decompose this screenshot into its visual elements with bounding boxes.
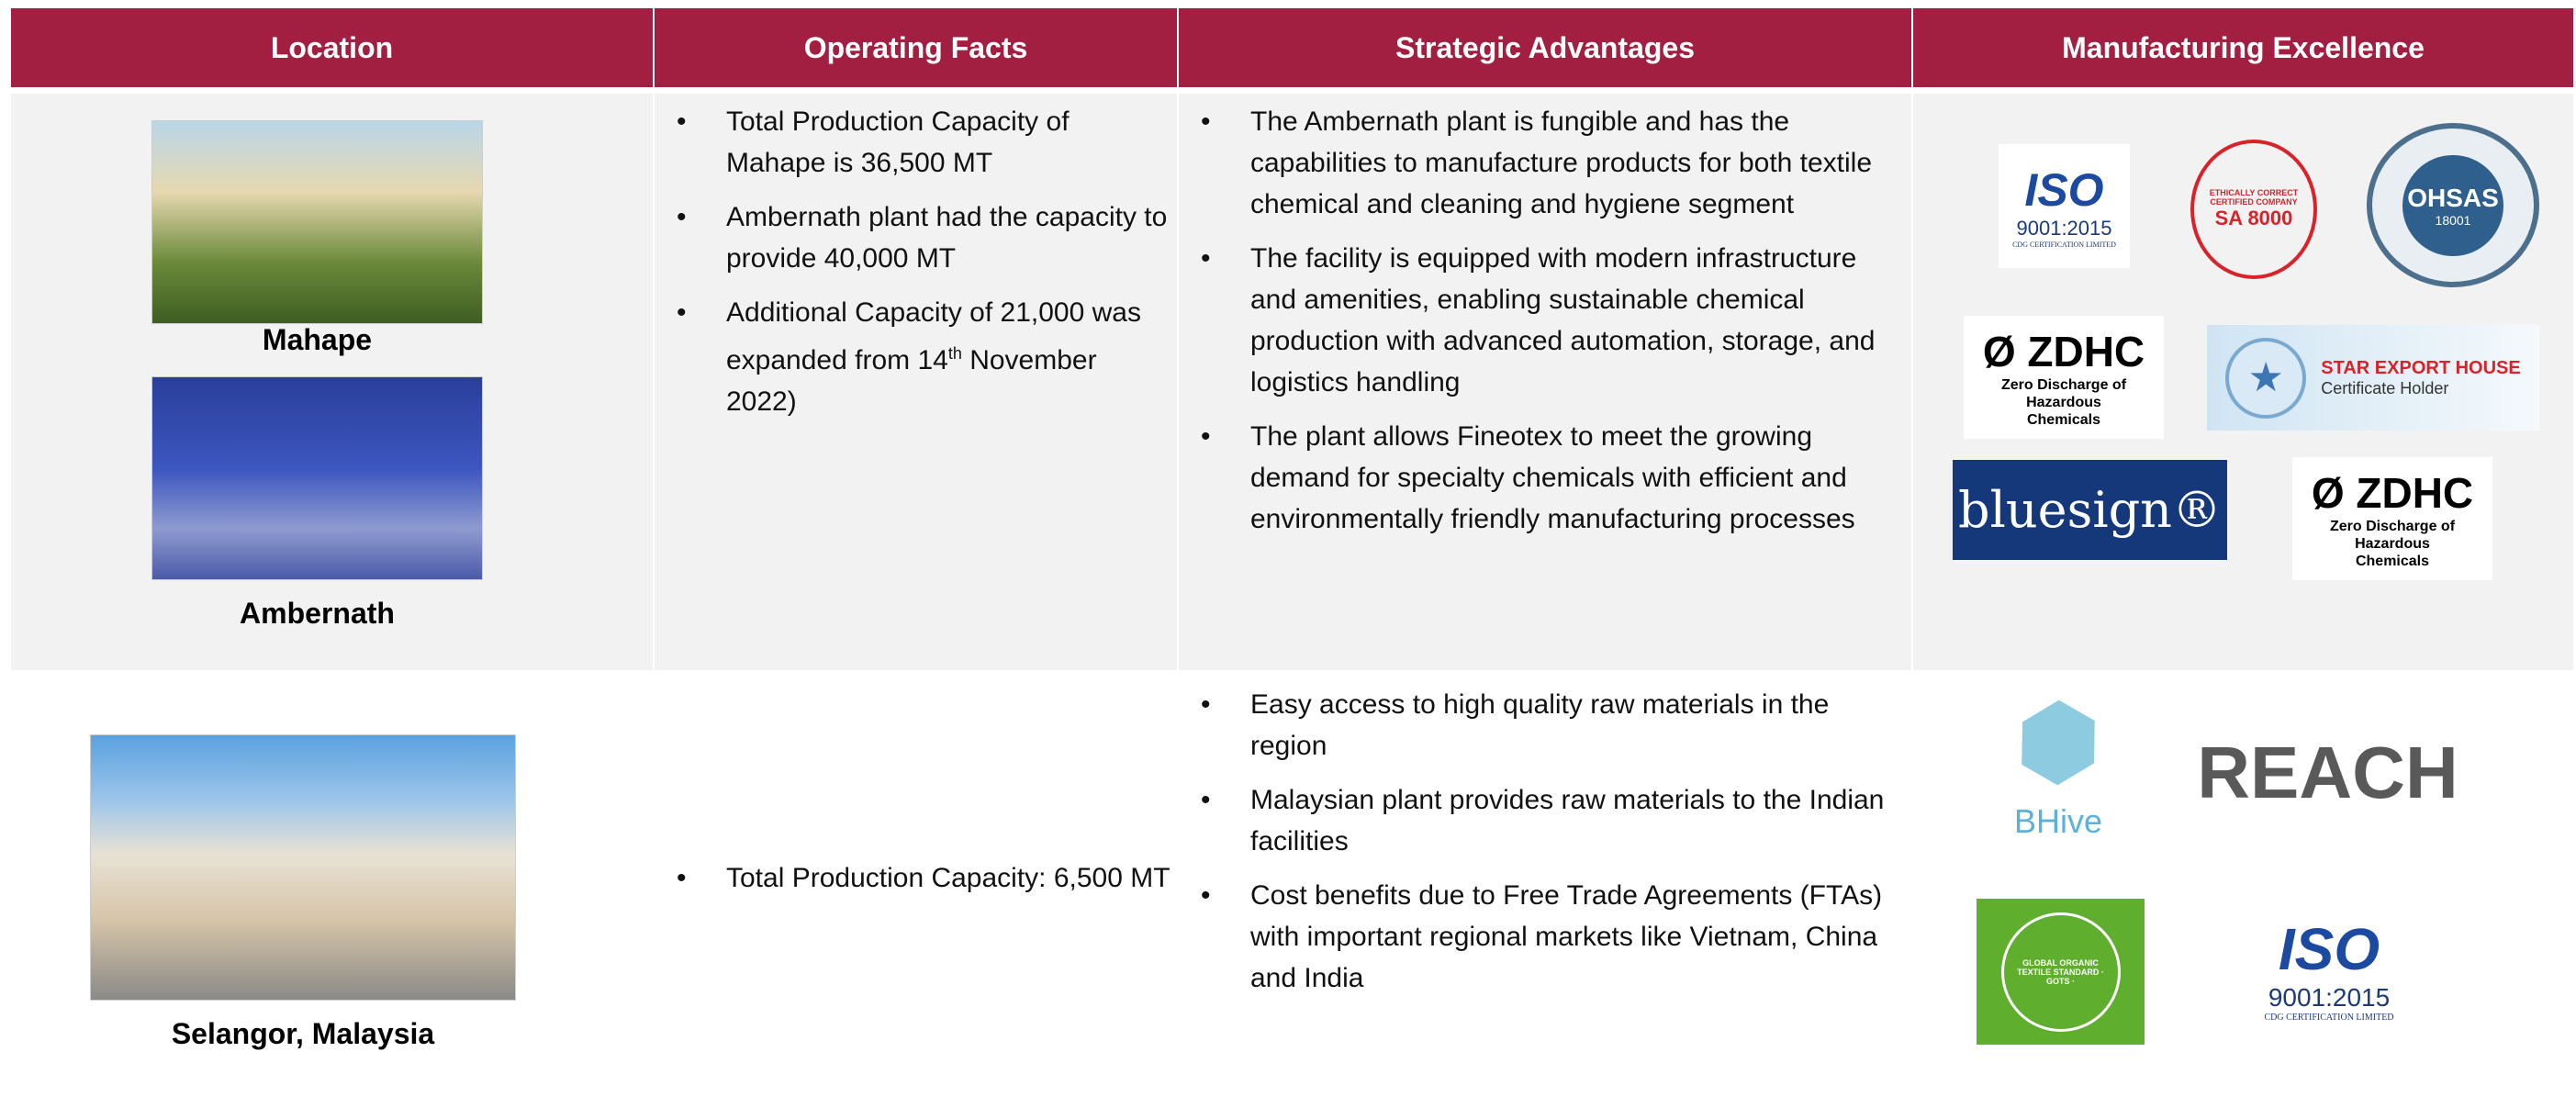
bluesign-logo: bluesign®: [1953, 460, 2227, 560]
logo-text: BHive: [2013, 801, 2103, 840]
header-cell: Operating Facts: [655, 8, 1177, 87]
gots-logo: GLOBAL ORGANIC TEXTILE STANDARD · GOTS ·: [1977, 899, 2145, 1045]
bullet-text: Additional Capacity of 21,000 was expand…: [726, 297, 1141, 375]
header-cell: Manufacturing Excellence: [1913, 8, 2573, 87]
bullet: Ambernath plant had the capacity to prov…: [677, 196, 1172, 279]
logo-text: CDG CERTIFICATION LIMITED: [2264, 1012, 2394, 1023]
logo-text: OHSAS: [2407, 183, 2499, 212]
star-export-logo: ★ STAR EXPORT HOUSE Certificate Holder: [2207, 325, 2539, 431]
ohsas-logo: OHSAS 18001: [2367, 123, 2539, 287]
bullet-list: Total Production Capacity of Mahape is 3…: [677, 101, 1172, 435]
bullet: Additional Capacity of 21,000 was expand…: [677, 292, 1172, 422]
logo-text: 9001:2015: [2268, 982, 2391, 1012]
logo-badge: OHSAS 18001: [2402, 154, 2503, 256]
logo-text: Certificate Holder: [2321, 378, 2449, 397]
photo: [90, 734, 516, 1001]
logo-text: Zero Discharge of Hazardous Chemicals: [2000, 376, 2127, 428]
superscript: th: [947, 344, 962, 363]
logo-badge: ★: [2225, 337, 2307, 419]
bullet: The Ambernath plant is fungible and has …: [1201, 101, 1908, 225]
bullet: Cost benefits due to Free Trade Agreemen…: [1201, 875, 1908, 999]
logo-text: Ø ZDHC: [2311, 468, 2474, 517]
bhive-logo: BHive: [1997, 690, 2120, 851]
iso-logo: ISO 9001:2015 CDG CERTIFICATION LIMITED: [2243, 890, 2415, 1046]
zdhc-logo: Ø ZDHC Zero Discharge of Hazardous Chemi…: [2292, 457, 2492, 580]
header-cell: Strategic Advantages: [1179, 8, 1911, 87]
logo-text: 9001:2015: [2016, 217, 2112, 240]
bullet: Total Production Capacity of Mahape is 3…: [677, 101, 1172, 184]
logo-text: ETHICALLY CORRECT CERTIFIED COMPANY: [2209, 188, 2299, 207]
bullet-list: The Ambernath plant is fungible and has …: [1201, 101, 1908, 553]
reach-logo: REACH: [2197, 731, 2458, 813]
logo-text: 18001: [2435, 212, 2471, 228]
bullet: Total Production Capacity: 6,500 MT: [677, 857, 1172, 899]
bullet: Easy access to high quality raw material…: [1201, 684, 1908, 767]
bullet-list: Easy access to high quality raw material…: [1201, 684, 1908, 1012]
iso-logo: ISO 9001:2015 CDG CERTIFICATION LIMITED: [1999, 144, 2130, 268]
bullet: Malaysian plant provides raw materials t…: [1201, 779, 1908, 862]
logo-text: ISO: [2024, 164, 2104, 216]
bullet: The facility is equipped with modern inf…: [1201, 238, 1908, 403]
logo-text: Zero Discharge of Hazardous Chemicals: [2329, 518, 2456, 569]
location-label: Mahape: [262, 323, 373, 356]
header-cell: Location: [11, 8, 653, 87]
location-label: Ambernath: [240, 597, 395, 630]
bullet-text: November 2022): [726, 345, 1097, 417]
logo-text: CDG CERTIFICATION LIMITED: [2012, 241, 2116, 249]
zdhc-logo: Ø ZDHC Zero Discharge of Hazardous Chemi…: [1964, 316, 2164, 439]
bullet: The plant allows Fineotex to meet the gr…: [1201, 416, 1908, 540]
bullet-list: Total Production Capacity: 6,500 MT: [677, 857, 1172, 912]
logo-text: Ø ZDHC: [1982, 327, 2145, 375]
logo-shape: [2002, 686, 2115, 799]
photo: [151, 376, 483, 580]
location-label: Selangor, Malaysia: [171, 1017, 435, 1050]
photo: [151, 120, 483, 324]
sa8000-logo: ETHICALLY CORRECT CERTIFIED COMPANY SA 8…: [2190, 140, 2317, 279]
logo-text: STAR EXPORT HOUSE: [2321, 357, 2521, 378]
logo-text: SA 8000: [2214, 207, 2293, 229]
logo-text: ISO: [2278, 915, 2380, 982]
logo-text: GLOBAL ORGANIC TEXTILE STANDARD · GOTS ·: [2000, 912, 2121, 1032]
